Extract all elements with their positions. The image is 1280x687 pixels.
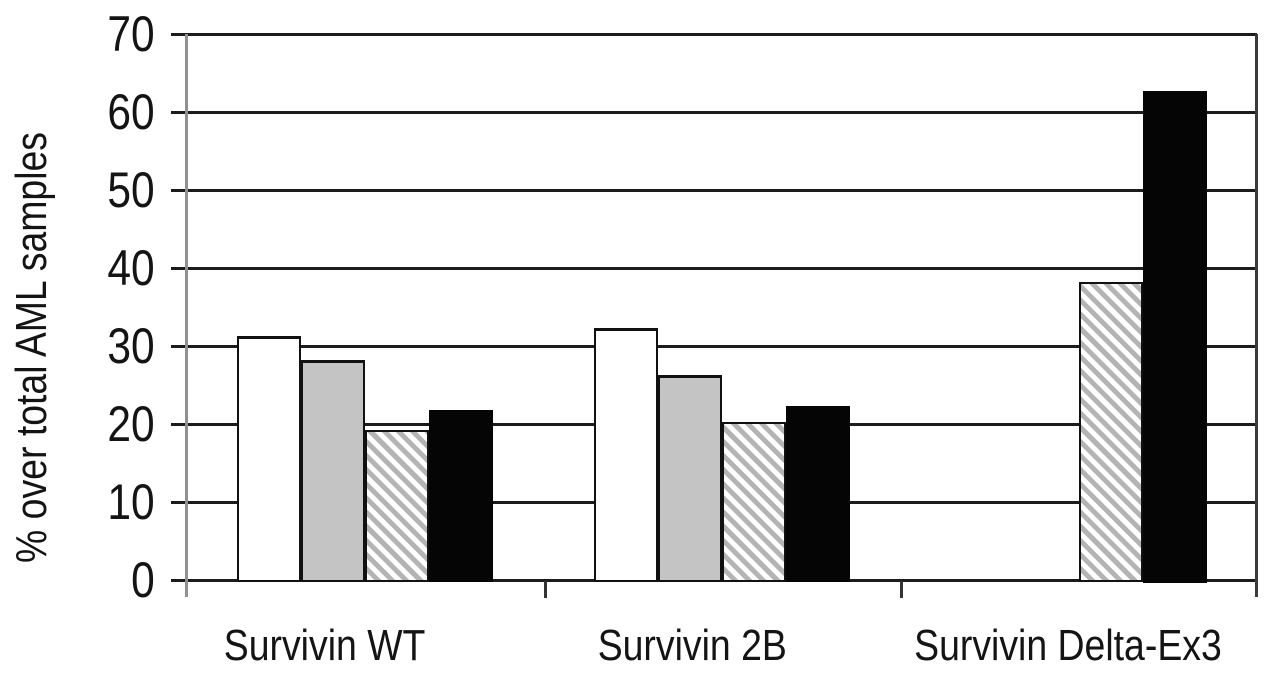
gridline-30 — [171, 345, 1257, 348]
gridline-70 — [171, 33, 1257, 36]
bar-survivin-wt-white — [237, 336, 301, 582]
y-tick-label-10: 10 — [107, 474, 155, 530]
category-label-survivin-wt: Survivin WT — [223, 621, 426, 670]
bar-survivin-2b-gray — [658, 375, 722, 582]
y-tick-label-70: 70 — [107, 6, 155, 62]
category-label-survivin-delta-ex3: Survivin Delta-Ex3 — [914, 621, 1222, 670]
category-label-survivin-2b: Survivin 2B — [597, 621, 788, 670]
bar-survivin-wt-black — [429, 410, 493, 582]
bar-survivin-wt-gray — [301, 360, 365, 582]
plot-right-border — [1255, 34, 1258, 597]
gridline-40 — [171, 267, 1257, 270]
y-tick-label-60: 60 — [107, 84, 155, 140]
gridline-60 — [171, 111, 1257, 114]
bar-survivin-2b-black — [786, 406, 850, 582]
x-axis-tick — [544, 581, 547, 598]
y-axis-line — [185, 34, 188, 597]
gridline-50 — [171, 189, 1257, 192]
bar-survivin-delta-ex3-black — [1143, 91, 1207, 583]
y-tick-label-20: 20 — [107, 396, 155, 452]
bar-survivin-2b-white — [594, 328, 658, 582]
y-tick-label-30: 30 — [107, 318, 155, 374]
bar-survivin-2b-hatched — [722, 422, 786, 582]
bar-survivin-wt-hatched — [365, 430, 429, 582]
bar-survivin-delta-ex3-hatched — [1079, 282, 1143, 582]
x-axis-tick — [900, 581, 903, 598]
y-tick-label-50: 50 — [107, 162, 155, 218]
y-tick-label-0: 0 — [131, 552, 155, 608]
y-tick-label-40: 40 — [107, 240, 155, 296]
